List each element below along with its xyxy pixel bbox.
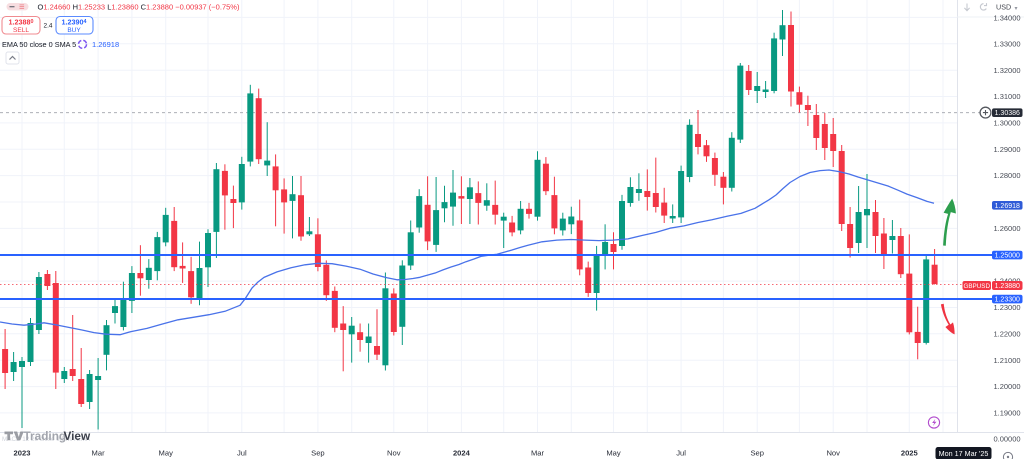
svg-text:1.31000: 1.31000 <box>993 92 1020 101</box>
svg-text:Mar: Mar <box>531 449 545 458</box>
svg-text:Jul: Jul <box>676 449 686 458</box>
svg-text:USD: USD <box>996 3 1011 12</box>
svg-text:1.25000: 1.25000 <box>995 253 1020 260</box>
svg-text:1.26000: 1.26000 <box>993 224 1020 233</box>
svg-text:BUY: BUY <box>67 27 81 34</box>
svg-text:Mar: Mar <box>92 449 106 458</box>
svg-text:1.19000: 1.19000 <box>993 409 1020 418</box>
svg-text:Jul: Jul <box>237 449 247 458</box>
svg-text:1.33000: 1.33000 <box>993 39 1020 48</box>
svg-text:2.4: 2.4 <box>44 22 53 29</box>
svg-text:1.32000: 1.32000 <box>993 66 1020 75</box>
svg-text:Nov: Nov <box>387 449 401 458</box>
svg-text:1.34000: 1.34000 <box>993 13 1020 22</box>
svg-text:2025: 2025 <box>901 449 919 458</box>
svg-text:1.30000: 1.30000 <box>993 119 1020 128</box>
svg-text:1.30386: 1.30386 <box>995 110 1020 117</box>
svg-text:1.28000: 1.28000 <box>993 171 1020 180</box>
svg-text:Mon 17 Mar '25: Mon 17 Mar '25 <box>939 449 989 458</box>
svg-text:MACD 12 26 close 9 EMA EMA: MACD 12 26 close 9 EMA EMA <box>2 436 91 443</box>
svg-text:2023: 2023 <box>14 449 31 458</box>
svg-text:1.23904: 1.23904 <box>62 18 87 27</box>
svg-text:1.29000: 1.29000 <box>993 145 1020 154</box>
svg-text:1.21000: 1.21000 <box>993 356 1020 365</box>
svg-text:1.23880: 1.23880 <box>9 18 34 27</box>
svg-text:Trading: Trading <box>24 429 67 443</box>
svg-text:Sep: Sep <box>750 449 764 458</box>
svg-text:1.23880: 1.23880 <box>995 283 1020 290</box>
svg-text:1.23300: 1.23300 <box>995 297 1020 304</box>
svg-text:O1.24660 H1.25233 L1.23860 C1.: O1.24660 H1.25233 L1.23860 C1.23880 −0.0… <box>38 2 240 11</box>
svg-text:1.22000: 1.22000 <box>993 329 1020 338</box>
svg-text:2024: 2024 <box>453 449 471 458</box>
svg-text:SELL: SELL <box>13 27 29 34</box>
svg-text:Sep: Sep <box>311 449 325 458</box>
svg-text:▾: ▾ <box>1015 6 1018 12</box>
svg-text:View: View <box>64 429 91 443</box>
svg-text:Nov: Nov <box>826 449 840 458</box>
svg-text:1.20000: 1.20000 <box>993 382 1020 391</box>
svg-text:May: May <box>159 449 174 458</box>
svg-text:EMA 50 close 0 SMA 5: EMA 50 close 0 SMA 5 <box>2 40 76 49</box>
svg-text:1.26918: 1.26918 <box>92 40 119 49</box>
svg-text:1.26918: 1.26918 <box>995 203 1020 210</box>
svg-text:1.23000: 1.23000 <box>993 303 1020 312</box>
svg-text:May: May <box>606 449 621 458</box>
svg-text:GBPUSD: GBPUSD <box>963 283 990 290</box>
svg-text:0.00000: 0.00000 <box>993 435 1020 444</box>
